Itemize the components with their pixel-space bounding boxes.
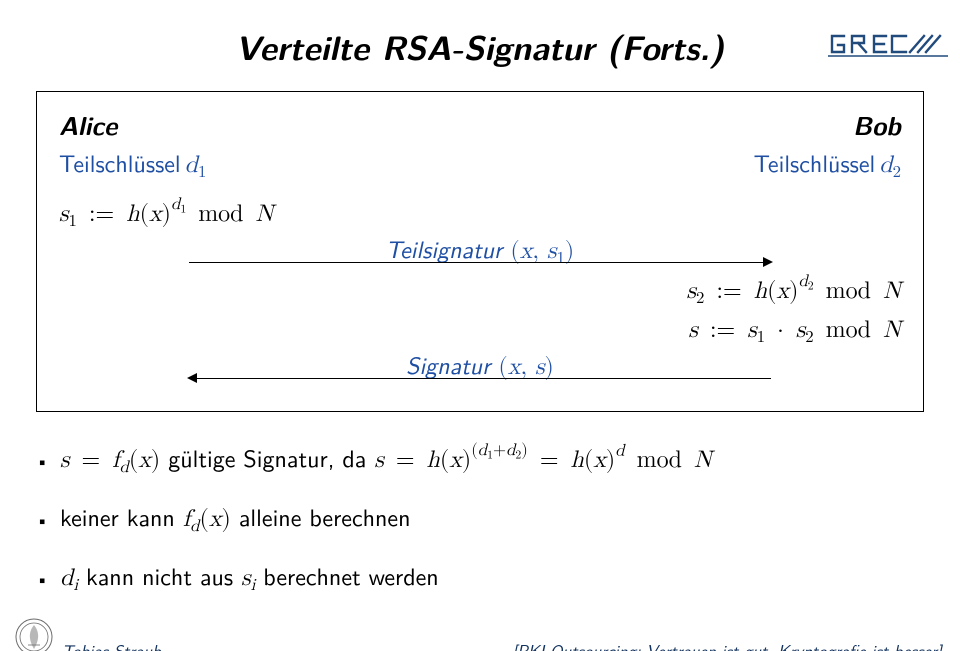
arrow-teilsignatur: Teilsignatur (x, s1): [189, 235, 771, 269]
bullet-2-text: keiner kann fd(x) alleine berechnen: [60, 499, 411, 534]
protocol-box: Alice Bob Teilschlüssel d1 Teilschlüssel…: [36, 91, 924, 412]
bullet-dot-icon: •: [36, 567, 60, 590]
party-bob: Bob: [853, 106, 901, 143]
bullets: • s = fd(x) gültige Signatur, da s = h(x…: [36, 440, 924, 593]
subkey-label-right: Teilschlüssel: [754, 145, 876, 180]
bob-subkey: Teilschlüssel d2: [754, 145, 901, 180]
sig-label: Signatur: [406, 347, 498, 382]
bullet-3: • di kann nicht aus si berechnet werden: [36, 558, 924, 593]
grec-logo: [828, 30, 948, 63]
compute-s2: s2 := h(x)d2 mod N: [59, 271, 901, 306]
footer-tag: [PKI-Outsourcing: Vertrauen ist gut, Kry…: [512, 638, 942, 651]
teilsig-label: Teilsignatur: [386, 231, 511, 266]
compute-s: s := s1 · s2 mod N: [59, 310, 901, 345]
alice-subkey: Teilschlüssel d1: [59, 145, 206, 180]
bullet-dot-icon: •: [36, 508, 60, 531]
bullet-1: • s = fd(x) gültige Signatur, da s = h(x…: [36, 440, 924, 475]
subkey-var-left: d1: [185, 151, 207, 180]
subkey-var-right: d2: [879, 151, 901, 180]
slide-title: Verteilte RSA-Signatur (Forts.): [0, 22, 960, 71]
footer-author: Tobias Straub: [62, 638, 161, 651]
subkey-label-left: Teilschlüssel: [59, 145, 181, 180]
university-seal-icon: [14, 617, 54, 651]
bullet-1-text: s = fd(x) gültige Signatur, da s = h(x)(…: [60, 440, 712, 475]
bullet-2: • keiner kann fd(x) alleine berechnen: [36, 499, 924, 534]
bullet-3-text: di kann nicht aus si berechnet werden: [60, 558, 439, 593]
slide-footer: Tobias Straub [PKI-Outsourcing: Vertraue…: [0, 617, 960, 651]
arrow-signatur: Signatur (x, s): [189, 351, 771, 385]
compute-s1: s1 := h(x)d1 mod N: [59, 194, 901, 229]
party-alice: Alice: [59, 106, 117, 143]
bullet-dot-icon: •: [36, 449, 60, 472]
